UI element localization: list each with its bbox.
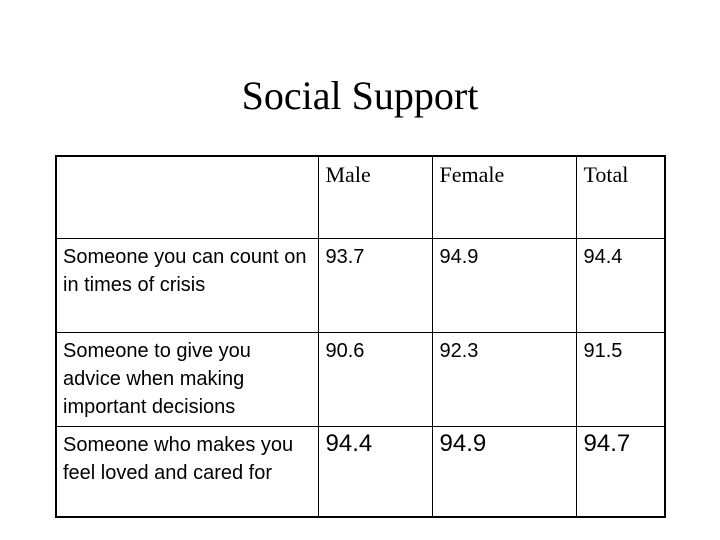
header-cell-male: Male [317, 155, 433, 239]
female-value: 94.9 [431, 425, 577, 518]
total-value: 91.5 [575, 332, 666, 427]
female-value: 94.9 [431, 237, 577, 334]
male-value: 94.4 [317, 425, 433, 518]
total-value: 94.4 [575, 237, 666, 334]
male-value: 93.7 [317, 237, 433, 334]
header-cell-female: Female [431, 155, 577, 239]
row-label: Someone to give you advice when making i… [55, 332, 319, 427]
male-value: 90.6 [317, 332, 433, 427]
table-row: Someone to give you advice when making i… [55, 332, 666, 427]
table-row: Someone who makes you feel loved and car… [55, 425, 666, 518]
table-row: Someone you can count on in times of cri… [55, 237, 666, 334]
row-label: Someone who makes you feel loved and car… [55, 425, 319, 518]
slide-title: Social Support [241, 73, 479, 118]
header-cell-total: Total [575, 155, 666, 239]
table-header-row: Male Female Total [55, 155, 666, 239]
social-support-table: Male Female Total Someone you can count … [55, 155, 666, 518]
row-label: Someone you can count on in times of cri… [55, 237, 319, 334]
header-cell-empty [55, 155, 319, 239]
female-value: 92.3 [431, 332, 577, 427]
total-value: 94.7 [575, 425, 666, 518]
